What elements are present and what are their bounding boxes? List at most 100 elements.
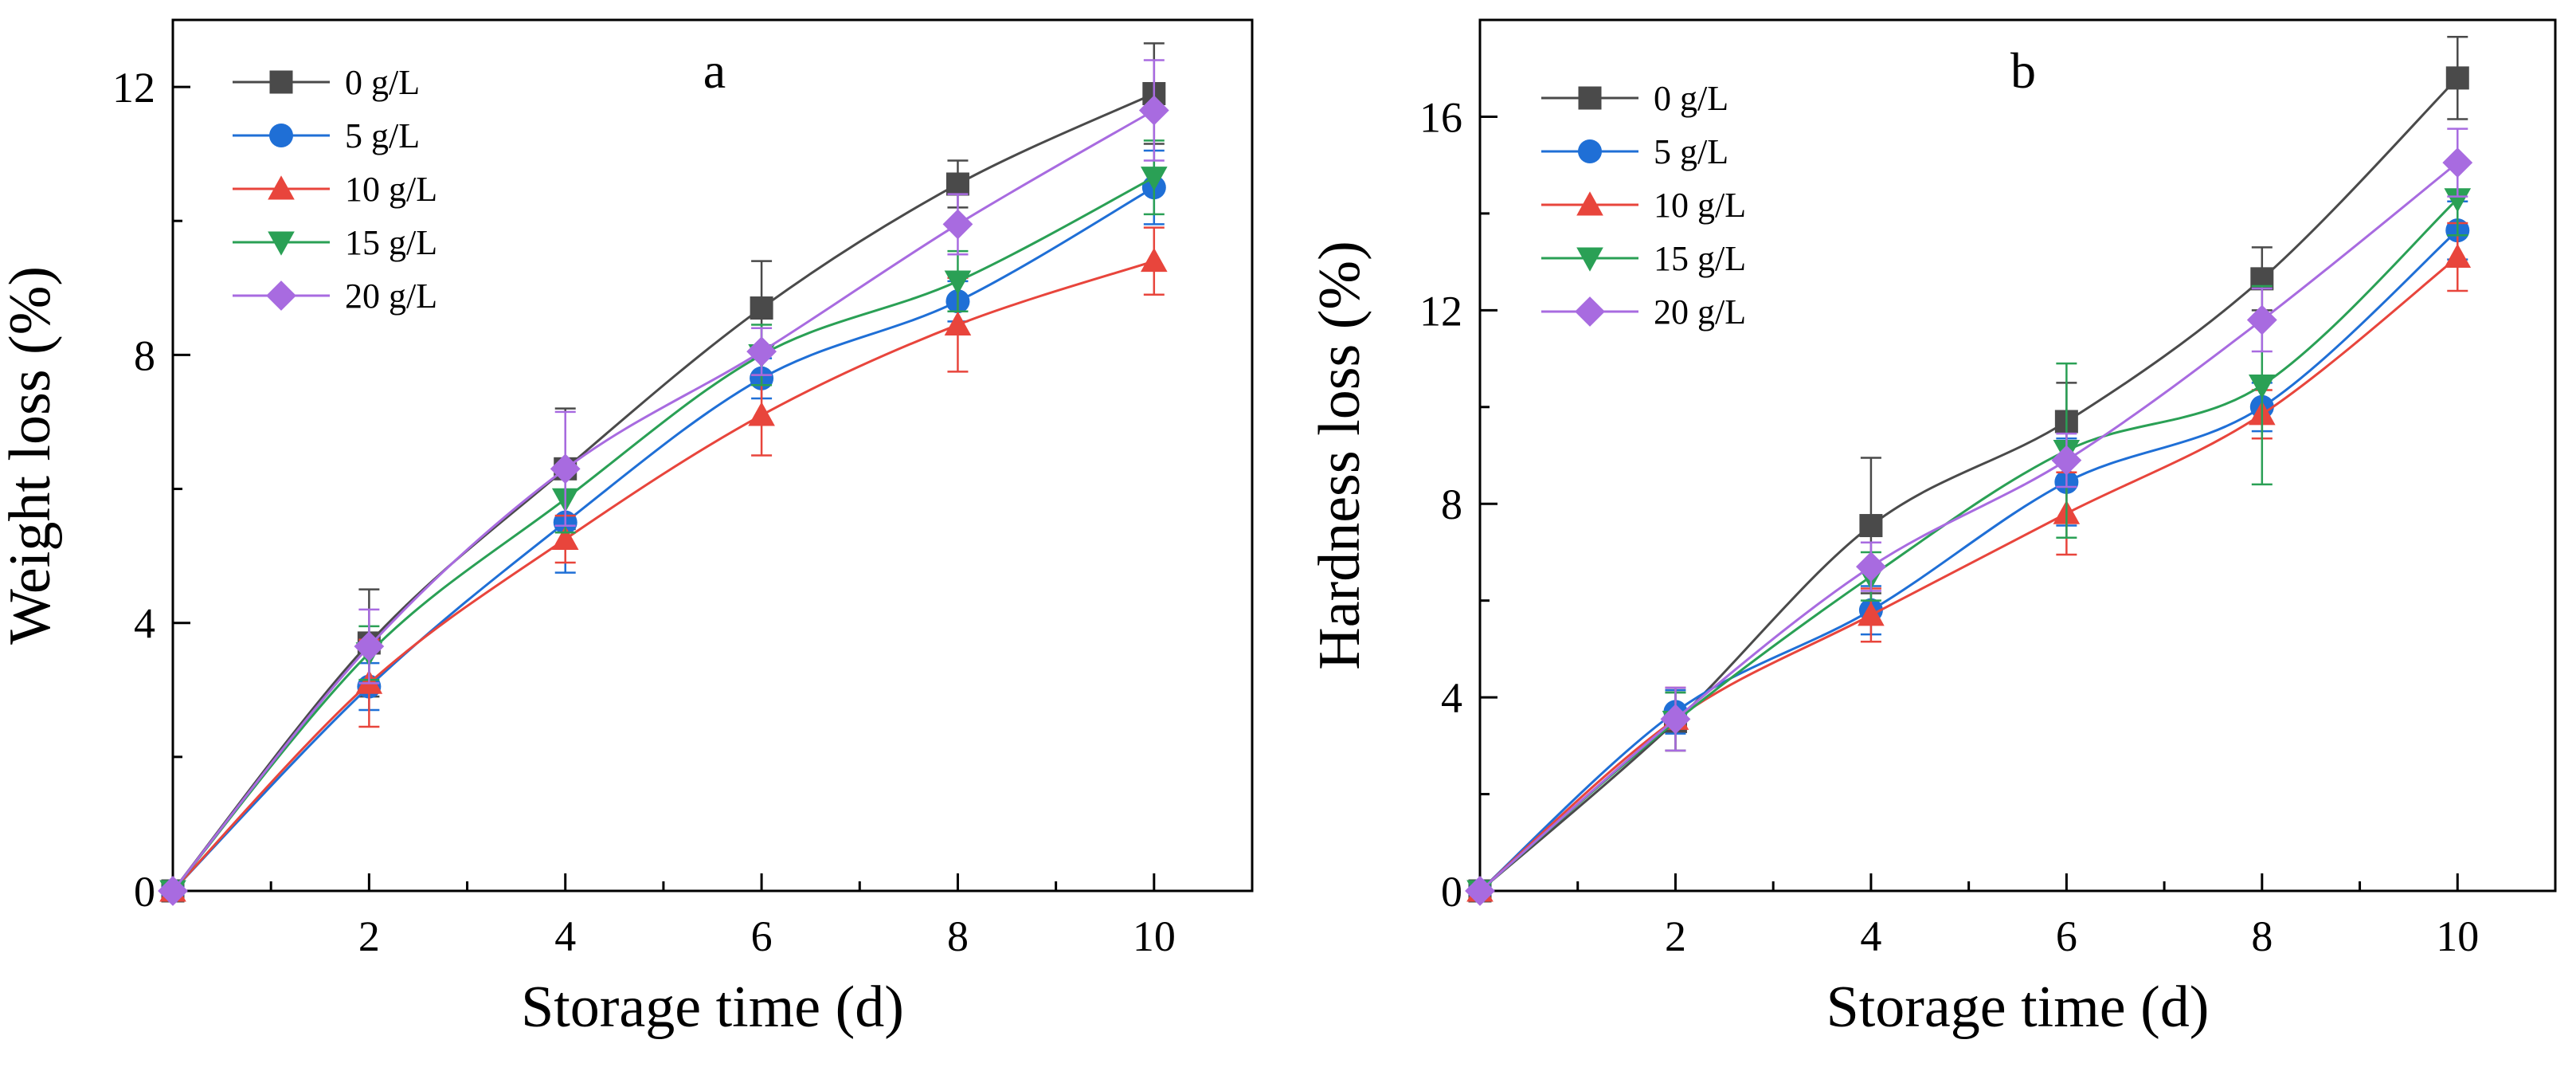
x-tick-label: 10 [1133, 912, 1176, 960]
data-point [944, 311, 972, 335]
series-line [171, 260, 1155, 892]
legend-label: 20 g/L [1654, 292, 1746, 332]
data-point [158, 876, 188, 906]
plot-frame [171, 18, 1254, 892]
data-point [551, 525, 579, 551]
data-point [750, 296, 773, 320]
x-tick-label: 2 [1665, 912, 1686, 960]
data-point [2249, 375, 2276, 399]
data-point [942, 209, 973, 240]
data-point [1138, 95, 1169, 126]
legend-item: 20 g/L [1541, 292, 1746, 332]
series-line [171, 92, 1155, 892]
legend-item: 10 g/L [233, 170, 437, 209]
data-point [1660, 704, 1691, 735]
x-tick-label: 10 [2436, 912, 2479, 960]
data-point [1858, 602, 1885, 626]
y-tick-label: 12 [112, 64, 155, 112]
y-tick-label: 0 [1441, 868, 1462, 916]
legend-marker [266, 280, 296, 311]
series-line [171, 109, 1155, 892]
legend-item: 5 g/L [1541, 132, 1728, 171]
series-15-g-L [159, 139, 1168, 904]
legend-item: 20 g/L [233, 277, 437, 316]
data-point [2246, 304, 2277, 335]
data-point [2444, 243, 2472, 268]
legend-label: 20 g/L [345, 277, 437, 316]
legend-label: 5 g/L [1654, 132, 1728, 171]
legend-item: 10 g/L [1541, 186, 1746, 225]
data-point [945, 172, 969, 196]
x-tick-label: 6 [751, 912, 773, 960]
data-point [550, 453, 581, 484]
legend-marker [268, 175, 295, 200]
legend-label: 10 g/L [345, 170, 437, 209]
y-axis-title: Weight loss (%) [0, 266, 63, 645]
plot-frame [1478, 18, 2557, 892]
data-point [1141, 247, 1168, 273]
series-line [171, 176, 1155, 892]
y-tick-label: 0 [134, 868, 155, 916]
legend-label: 10 g/L [1654, 186, 1746, 225]
series-line [171, 186, 1155, 892]
x-tick-label: 8 [947, 912, 969, 960]
legend-label: 0 g/L [1654, 79, 1728, 118]
data-point [354, 631, 385, 662]
legend-marker [1576, 247, 1603, 272]
x-tick-label: 6 [2056, 912, 2077, 960]
data-point [1856, 551, 1886, 583]
legend-label: 5 g/L [345, 116, 420, 155]
legend-item: 0 g/L [233, 63, 420, 102]
y-tick-label: 16 [1419, 93, 1462, 141]
y-tick-label: 4 [134, 600, 155, 648]
data-point [2051, 445, 2082, 476]
series-line [1479, 161, 2459, 892]
series-line [1479, 256, 2459, 892]
legend-item: 0 g/L [1541, 79, 1728, 118]
legend-marker [269, 124, 293, 147]
legend-item: 15 g/L [233, 223, 437, 262]
x-tick-label: 8 [2251, 912, 2273, 960]
y-tick-label: 4 [1441, 674, 1462, 722]
data-point [944, 270, 972, 295]
y-tick-label: 8 [1441, 481, 1462, 528]
data-point [1465, 876, 1495, 906]
series-20-g-L [1465, 128, 2473, 906]
series-line [1479, 76, 2459, 892]
legend-marker [1578, 86, 1602, 110]
legend-item: 15 g/L [1541, 239, 1746, 278]
panel-b: 2 4 6 8 10 0 4 8 12 16 Storage time (d) Hardness lo… [1307, 18, 2557, 1040]
legend-marker [1578, 139, 1602, 163]
legend-marker [268, 231, 295, 256]
data-point [1141, 167, 1168, 191]
legend-item: 5 g/L [233, 116, 420, 155]
x-axis-title: Storage time (d) [1826, 975, 2210, 1040]
data-point [2444, 188, 2472, 213]
x-tick-label: 4 [1860, 912, 1881, 960]
legend-marker [1575, 296, 1605, 327]
x-tick-label: 2 [358, 912, 380, 960]
x-tick-label: 4 [554, 912, 576, 960]
series-line [1479, 198, 2459, 892]
series-10-g-L [1466, 222, 2472, 902]
x-axis-title: Storage time (d) [521, 975, 904, 1040]
series-5-g-L [1468, 200, 2470, 903]
data-point [2442, 147, 2473, 178]
series-10-g-L [159, 226, 1168, 902]
y-axis-title: Hardness loss (%) [1307, 241, 1372, 669]
panel-letter: a [703, 42, 726, 99]
data-point [748, 402, 775, 426]
series-line [1478, 230, 2459, 892]
y-tick-label: 8 [134, 332, 155, 379]
y-tick-label: 12 [1419, 287, 1462, 335]
legend-label: 0 g/L [345, 63, 420, 102]
legend-marker [1576, 191, 1603, 216]
panel-letter: b [2010, 42, 2036, 99]
data-point [1859, 514, 1883, 538]
panel-a: 2 4 6 8 10 0 4 8 12 Storage time (d) Weight loss (… [0, 18, 1254, 1040]
data-point [2445, 66, 2469, 90]
series-20-g-L [158, 59, 1169, 906]
series-5-g-L [161, 149, 1166, 903]
